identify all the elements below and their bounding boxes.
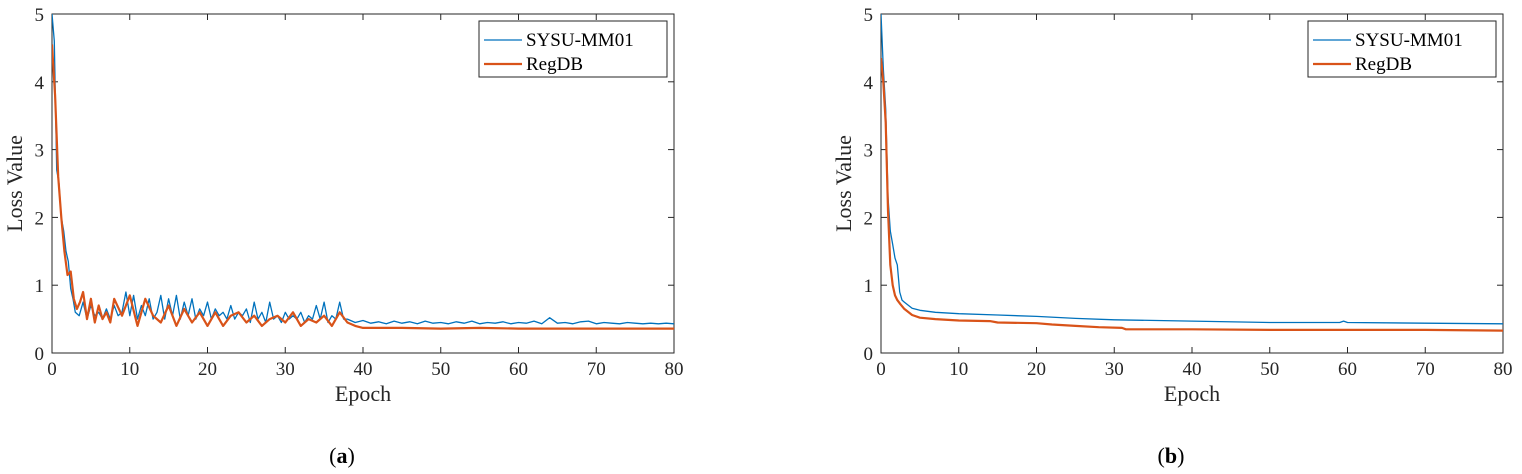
y-tick-label: 0 <box>35 344 45 365</box>
x-tick-label: 80 <box>1494 359 1513 380</box>
legend-box <box>1307 20 1497 78</box>
y-tick-label: 0 <box>864 344 874 365</box>
series-group <box>52 14 674 330</box>
y-axis-label: Loss Value <box>2 135 27 232</box>
series-line-sysu-mm01 <box>52 14 674 325</box>
x-axis-label: Epoch <box>1164 381 1220 406</box>
x-tick-label: 10 <box>120 359 139 380</box>
series-line-regdb <box>52 44 674 330</box>
series-line-regdb <box>881 57 1503 332</box>
x-tick-label: 20 <box>198 359 217 380</box>
x-tick-label: 10 <box>949 359 968 380</box>
x-tick-label: 60 <box>509 359 528 380</box>
y-tick-label: 2 <box>35 208 45 229</box>
legend-label: RegDB <box>1355 54 1412 75</box>
x-tick-label: 40 <box>354 359 373 380</box>
y-tick-label: 2 <box>864 208 874 229</box>
x-tick-label: 70 <box>1416 359 1435 380</box>
panel-caption: (a) <box>329 443 355 468</box>
legend: SYSU-MM01 RegDB <box>1307 20 1497 78</box>
x-tick-label: 20 <box>1027 359 1046 380</box>
legend-label: RegDB <box>526 54 583 75</box>
x-tick-label: 40 <box>1183 359 1202 380</box>
legend-label: SYSU-MM01 <box>526 30 634 51</box>
panel-caption: (b) <box>1158 443 1185 468</box>
series-group <box>881 14 1503 332</box>
legend-label: SYSU-MM01 <box>1355 30 1463 51</box>
y-tick-label: 3 <box>35 141 45 162</box>
y-tick-label: 5 <box>35 5 45 26</box>
y-tick-label: 3 <box>864 141 874 162</box>
x-tick-label: 60 <box>1338 359 1357 380</box>
series-line-sysu-mm01 <box>881 14 1503 325</box>
x-tick-label: 30 <box>276 359 295 380</box>
y-tick-label: 4 <box>864 73 874 94</box>
y-tick-label: 1 <box>35 276 45 297</box>
chart-panel-b: 0 10 20 30 40 50 60 70 80 0 1 2 3 4 5 Epoch Loss Value SY… <box>831 5 1513 468</box>
x-tick-label: 50 <box>431 359 450 380</box>
x-axis-label: Epoch <box>335 381 391 406</box>
x-tick-label: 0 <box>876 359 886 380</box>
legend-box <box>478 20 668 78</box>
x-tick-label: 0 <box>47 359 57 380</box>
y-tick-label: 4 <box>35 73 45 94</box>
legend: SYSU-MM01 RegDB <box>478 20 668 78</box>
panel-letter: b <box>1165 443 1177 468</box>
y-axis-label: Loss Value <box>831 135 856 232</box>
y-tick-label: 1 <box>864 276 874 297</box>
panel-letter: a <box>337 443 348 468</box>
y-tick-label: 5 <box>864 5 874 26</box>
chart-panel-a: 0 10 20 30 40 50 60 70 80 0 1 2 3 4 5 Epoch Loss Value SY… <box>2 5 684 468</box>
x-tick-label: 80 <box>665 359 684 380</box>
x-tick-label: 50 <box>1260 359 1279 380</box>
x-tick-label: 30 <box>1105 359 1124 380</box>
x-tick-label: 70 <box>587 359 606 380</box>
